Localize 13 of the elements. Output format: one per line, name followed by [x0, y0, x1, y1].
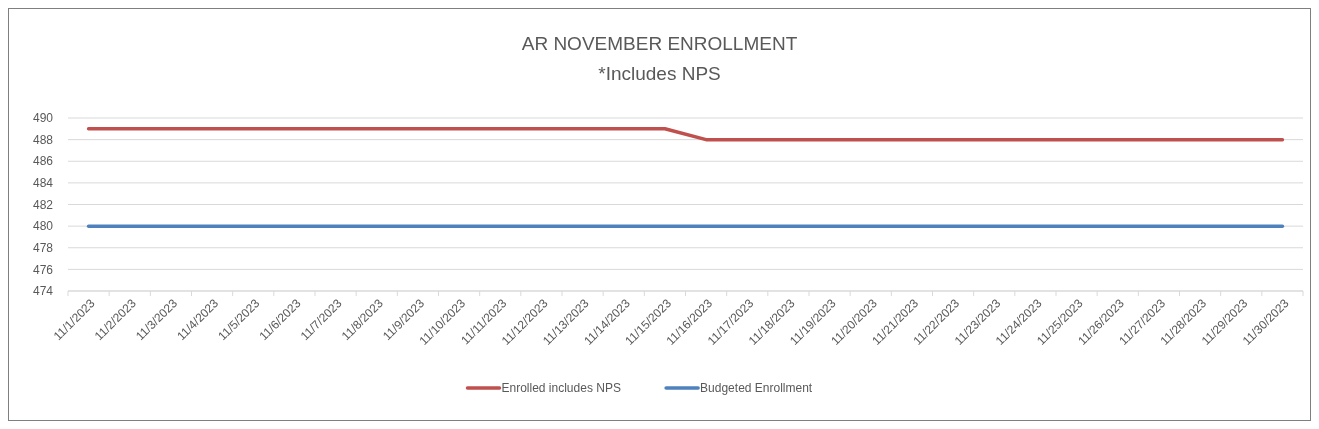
y-tick-label: 482	[32, 197, 54, 212]
y-tick-label: 490	[32, 111, 54, 126]
y-tick-label: 480	[32, 219, 54, 234]
legend-label: Enrolled includes NPS	[501, 381, 621, 396]
chart-title: AR NOVEMBER ENROLLMENT	[521, 33, 798, 54]
y-tick-label: 474	[32, 284, 54, 299]
y-tick-label: 478	[32, 240, 54, 255]
y-tick-label: 484	[32, 176, 54, 191]
y-tick-label: 476	[32, 262, 54, 277]
y-tick-label: 488	[32, 132, 54, 147]
legend-label: Budgeted Enrollment	[700, 381, 813, 396]
y-tick-label: 486	[32, 154, 54, 169]
chart-subtitle: *Includes NPS	[598, 63, 721, 84]
